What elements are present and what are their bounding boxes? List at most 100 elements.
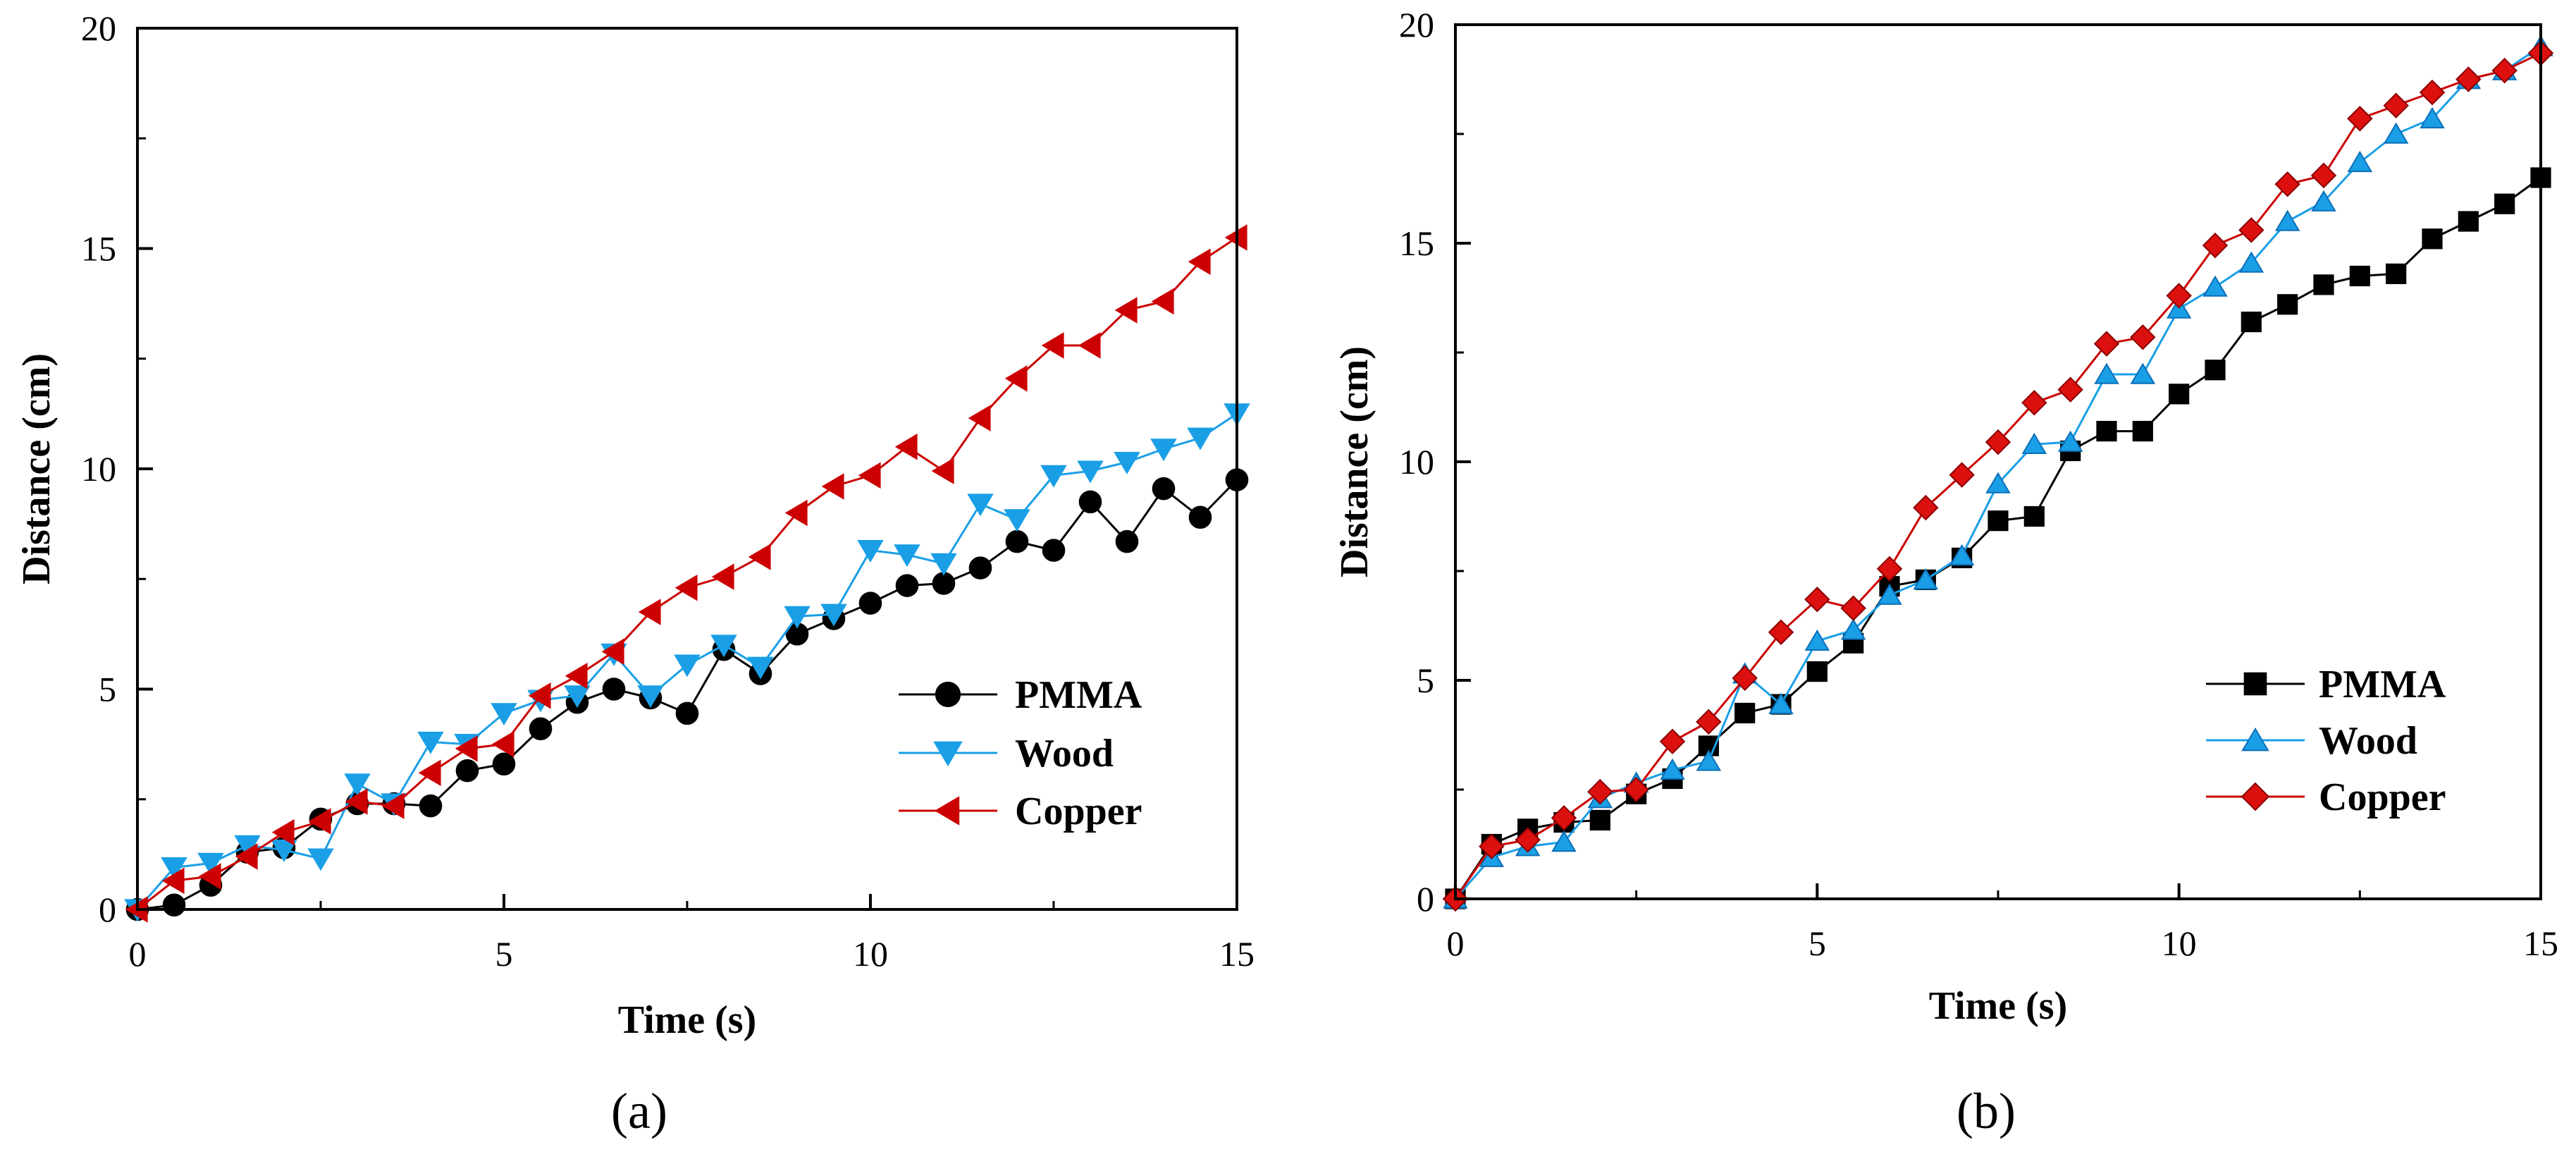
data-point-pmma — [2132, 421, 2153, 442]
data-point-pmma — [1115, 529, 1139, 553]
data-point-pmma — [968, 556, 992, 580]
y-tick-label: 20 — [1399, 5, 1434, 44]
data-point-copper — [784, 499, 808, 527]
data-point-wood — [1877, 583, 1902, 605]
data-point-pmma — [1078, 490, 1102, 514]
data-point-copper — [674, 575, 698, 601]
data-point-copper — [2238, 217, 2264, 243]
data-point-pmma — [2169, 384, 2190, 405]
data-point-copper — [455, 735, 478, 762]
data-point-pmma — [2023, 505, 2045, 527]
data-point-pmma — [2205, 360, 2226, 381]
data-point-copper — [1985, 429, 2011, 455]
data-point-wood — [1696, 749, 1722, 771]
data-point-copper — [2057, 376, 2083, 403]
data-point-wood — [2057, 430, 2083, 452]
x-tick-label: 5 — [495, 934, 513, 974]
x-tick-label: 10 — [2162, 924, 2197, 963]
panel-b: 0 5 10 15 0 5 10 15 20 Time (s) Distance (cm) PMMA W… — [1333, 5, 2558, 1139]
data-point-copper — [565, 663, 588, 689]
data-point-wood — [1768, 692, 1794, 714]
data-point-copper — [1913, 494, 1939, 521]
data-point-wood — [2311, 190, 2336, 211]
data-point-copper — [1659, 728, 1686, 755]
data-point-pmma — [1734, 702, 1756, 724]
x-tick-label: 15 — [1219, 934, 1255, 974]
data-point-copper — [2274, 171, 2300, 197]
data-point-copper — [1151, 288, 1174, 315]
data-point-pmma — [1188, 505, 1212, 529]
data-point-copper — [1188, 248, 1211, 275]
data-point-pmma — [529, 717, 553, 741]
data-point-copper — [894, 434, 918, 460]
data-point-wood — [2274, 209, 2300, 231]
legend-label: Wood — [2319, 719, 2417, 763]
data-point-copper — [1479, 833, 1505, 859]
data-point-wood — [2347, 150, 2373, 173]
data-point-wood — [1040, 465, 1067, 488]
data-point-wood — [1660, 758, 1685, 780]
legend-marker-pmma — [2243, 672, 2267, 696]
legend-label: PMMA — [1015, 673, 1142, 717]
data-point-copper — [1768, 619, 1794, 646]
data-point-wood — [2238, 251, 2264, 273]
data-point-copper — [1949, 462, 1975, 488]
data-point-copper — [1804, 587, 1830, 613]
data-point-wood — [344, 773, 371, 797]
x-tick-label: 15 — [2523, 924, 2558, 963]
data-point-copper — [2347, 106, 2373, 132]
legend-label: Copper — [1015, 790, 1142, 833]
data-point-wood — [1150, 439, 1177, 462]
data-point-wood — [2094, 362, 2119, 384]
data-point-wood — [197, 852, 224, 876]
data-point-pmma — [1042, 539, 1066, 562]
data-point-wood — [417, 731, 444, 754]
legend-item-pmma: PMMA — [899, 673, 1142, 717]
data-point-copper — [161, 867, 185, 895]
data-point-copper — [418, 759, 441, 786]
series-copper — [125, 224, 1247, 923]
x-tick-label: 10 — [853, 934, 888, 974]
data-point-copper — [1004, 365, 1028, 392]
data-point-copper — [638, 599, 661, 625]
data-point-wood — [2383, 122, 2409, 144]
y-tick-label: 10 — [81, 449, 116, 489]
data-point-pmma — [2241, 312, 2262, 333]
y-tick-label: 5 — [99, 670, 116, 709]
data-point-wood — [1913, 568, 1939, 590]
data-point-copper — [491, 730, 514, 758]
legend: PMMA Wood Copper — [899, 673, 1142, 833]
data-point-wood — [161, 857, 187, 880]
legend-marker-pmma — [935, 681, 961, 708]
data-point-pmma — [2313, 274, 2334, 295]
y-axis-title: Distance (cm) — [15, 353, 58, 584]
data-point-pmma — [1806, 661, 1828, 682]
data-point-copper — [1876, 556, 1903, 582]
data-point-wood — [1187, 427, 1214, 450]
data-point-copper — [2491, 57, 2518, 84]
data-point-pmma — [675, 701, 699, 725]
data-point-pmma — [162, 893, 186, 917]
data-point-wood — [1840, 618, 1866, 640]
series-copper — [1442, 40, 2554, 912]
data-point-pmma — [2422, 228, 2443, 250]
data-point-pmma — [419, 794, 443, 818]
data-point-copper — [2021, 390, 2047, 416]
data-point-pmma — [2386, 263, 2407, 284]
legend-item-wood: Wood — [899, 732, 1114, 775]
data-point-copper — [711, 563, 734, 590]
data-point-wood — [2130, 362, 2156, 384]
legend-item-wood: Wood — [2206, 719, 2417, 763]
data-point-wood — [2420, 106, 2445, 129]
data-point-wood — [491, 703, 517, 726]
y-tick-label: 15 — [1399, 223, 1434, 263]
data-point-pmma — [858, 591, 882, 615]
x-axis-title: Time (s) — [618, 998, 757, 1042]
data-point-pmma — [2096, 421, 2117, 442]
data-point-pmma — [1988, 510, 2009, 532]
x-tick-label: 5 — [1808, 924, 1826, 963]
x-axis-title: Time (s) — [1929, 984, 2068, 1028]
data-point-wood — [1077, 460, 1104, 484]
data-point-wood — [1949, 544, 1975, 566]
